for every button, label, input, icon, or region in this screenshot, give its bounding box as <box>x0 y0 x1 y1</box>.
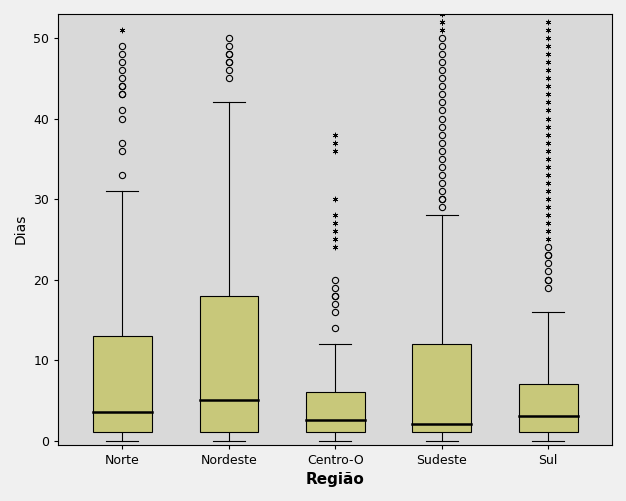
Bar <box>306 392 364 432</box>
Y-axis label: Dias: Dias <box>14 214 28 244</box>
Bar <box>519 384 578 432</box>
Bar <box>413 344 471 432</box>
X-axis label: Região: Região <box>306 472 365 487</box>
Bar <box>200 296 258 432</box>
Bar <box>93 336 151 432</box>
